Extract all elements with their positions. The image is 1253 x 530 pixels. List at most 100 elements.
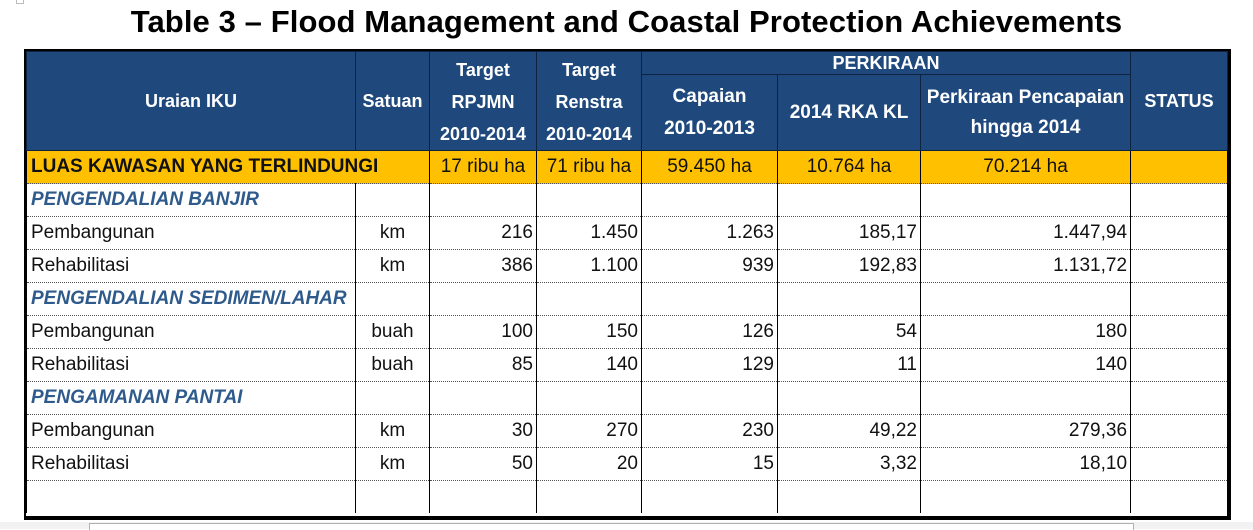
header-status: STATUS: [1130, 51, 1229, 151]
cell-target-rpjmn: 85: [429, 348, 537, 382]
cell-satuan: km: [355, 249, 430, 283]
cell-target-renstra: 150: [536, 315, 642, 349]
cell-rka-kl: 54: [777, 315, 921, 349]
summary-perkiraan: 70.214 ha: [919, 150, 1132, 184]
category-row: PENGAMANAN PANTAI: [26, 381, 1229, 415]
cell-satuan: km: [355, 447, 430, 481]
header-capaian-line1: Capaian: [672, 85, 747, 107]
achievements-table-frame: Uraian IKU Satuan Target RPJMN 2010-2014…: [24, 49, 1231, 520]
cell-capaian: 1.263: [641, 216, 778, 250]
header-target-rpjmn-line3: 2010-2014: [439, 124, 527, 144]
summary-status: [1130, 150, 1229, 184]
cell-status: [1130, 414, 1229, 448]
blank-row: [26, 480, 1229, 513]
cell-satuan: buah: [355, 348, 430, 382]
empty-cell: [429, 282, 537, 316]
empty-cell: [26, 480, 356, 513]
table-row: Rehabilitasi buah 85 140 129 11 140: [26, 348, 1229, 382]
header-capaian: Capaian 2010-2013: [641, 74, 778, 151]
table-row: Pembangunan buah 100 150 126 54 180: [26, 315, 1229, 349]
empty-cell: [355, 480, 430, 513]
cell-perkiraan: 1.447,94: [919, 216, 1132, 250]
summary-label: LUAS KAWASAN YANG TERLINDUNGI: [26, 150, 430, 184]
cell-target-rpjmn: 50: [429, 447, 537, 481]
cell-capaian: 230: [641, 414, 778, 448]
cell-status: [1130, 216, 1229, 250]
cell-target-rpjmn: 216: [429, 216, 537, 250]
achievements-table: Uraian IKU Satuan Target RPJMN 2010-2014…: [26, 50, 1229, 513]
empty-cell: [536, 381, 642, 415]
header-perkiraan-pencapaian: Perkiraan Pencapaian hingga 2014: [919, 74, 1132, 151]
cell-uraian: Pembangunan: [26, 414, 356, 448]
cell-target-renstra: 270: [536, 414, 642, 448]
category-label: PENGENDALIAN BANJIR: [26, 183, 356, 217]
header-perkiraan-line2: hingga 2014: [970, 116, 1081, 138]
empty-cell: [429, 381, 537, 415]
summary-rka-kl: 10.764 ha: [777, 150, 921, 184]
header-target-renstra-line2: Renstra: [555, 92, 623, 112]
header-target-renstra-line1: Target: [562, 60, 616, 80]
cell-rka-kl: 185,17: [777, 216, 921, 250]
empty-cell: [919, 381, 1132, 415]
cell-target-rpjmn: 386: [429, 249, 537, 283]
empty-cell: [1130, 183, 1229, 217]
category-row: PENGENDALIAN SEDIMEN/LAHAR: [26, 282, 1229, 316]
cell-capaian: 126: [641, 315, 778, 349]
header-capaian-line2: 2010-2013: [664, 117, 755, 139]
cell-capaian: 15: [641, 447, 778, 481]
empty-cell: [355, 282, 430, 316]
empty-cell: [1130, 381, 1229, 415]
table-row: Rehabilitasi km 386 1.100 939 192,83 1.1…: [26, 249, 1229, 283]
cell-perkiraan: 180: [919, 315, 1132, 349]
header-perkiraan-line1: Perkiraan Pencapaian: [926, 86, 1125, 108]
summary-target-rpjmn: 17 ribu ha: [429, 150, 537, 184]
cell-perkiraan: 279,36: [919, 414, 1132, 448]
empty-cell: [429, 183, 537, 217]
summary-target-renstra: 71 ribu ha: [536, 150, 642, 184]
header-target-renstra-line3: 2010-2014: [545, 124, 633, 144]
empty-cell: [536, 282, 642, 316]
cell-target-renstra: 20: [536, 447, 642, 481]
header-rka-kl: 2014 RKA KL: [777, 74, 921, 151]
cell-perkiraan: 18,10: [919, 447, 1132, 481]
header-uraian: Uraian IKU: [26, 51, 356, 151]
cell-perkiraan: 1.131,72: [919, 249, 1132, 283]
empty-cell: [777, 282, 921, 316]
bottom-scroll-area[interactable]: [89, 523, 1134, 530]
empty-cell: [919, 480, 1132, 513]
corner-mark: [16, 0, 24, 4]
cell-rka-kl: 192,83: [777, 249, 921, 283]
category-label: PENGAMANAN PANTAI: [26, 381, 356, 415]
cell-capaian: 129: [641, 348, 778, 382]
page-title: Table 3 – Flood Management and Coastal P…: [130, 4, 1123, 39]
cell-satuan: km: [355, 216, 430, 250]
header-target-renstra: Target Renstra 2010-2014: [536, 51, 642, 151]
category-label: PENGENDALIAN SEDIMEN/LAHAR: [26, 282, 356, 316]
cell-perkiraan: 140: [919, 348, 1132, 382]
empty-cell: [641, 480, 778, 513]
empty-cell: [355, 183, 430, 217]
cell-uraian: Pembangunan: [26, 216, 356, 250]
header-perkiraan-group: PERKIRAAN: [640, 50, 1132, 76]
empty-cell: [429, 480, 537, 513]
cell-rka-kl: 3,32: [777, 447, 921, 481]
cell-target-renstra: 1.100: [536, 249, 642, 283]
cell-uraian: Rehabilitasi: [26, 348, 356, 382]
cell-status: [1130, 447, 1229, 481]
header-target-rpjmn: Target RPJMN 2010-2014: [429, 51, 537, 151]
cell-uraian: Rehabilitasi: [26, 249, 356, 283]
cell-target-renstra: 1.450: [536, 216, 642, 250]
empty-cell: [777, 381, 921, 415]
empty-cell: [355, 381, 430, 415]
empty-cell: [919, 183, 1132, 217]
header-target-rpjmn-line1: Target: [456, 60, 510, 80]
empty-cell: [777, 183, 921, 217]
empty-cell: [919, 282, 1132, 316]
empty-cell: [1130, 480, 1229, 513]
cell-target-renstra: 140: [536, 348, 642, 382]
summary-row: LUAS KAWASAN YANG TERLINDUNGI 17 ribu ha…: [26, 150, 1229, 184]
header-target-rpjmn-line2: RPJMN: [451, 92, 515, 112]
cell-uraian: Rehabilitasi: [26, 447, 356, 481]
empty-cell: [536, 480, 642, 513]
empty-cell: [641, 183, 778, 217]
